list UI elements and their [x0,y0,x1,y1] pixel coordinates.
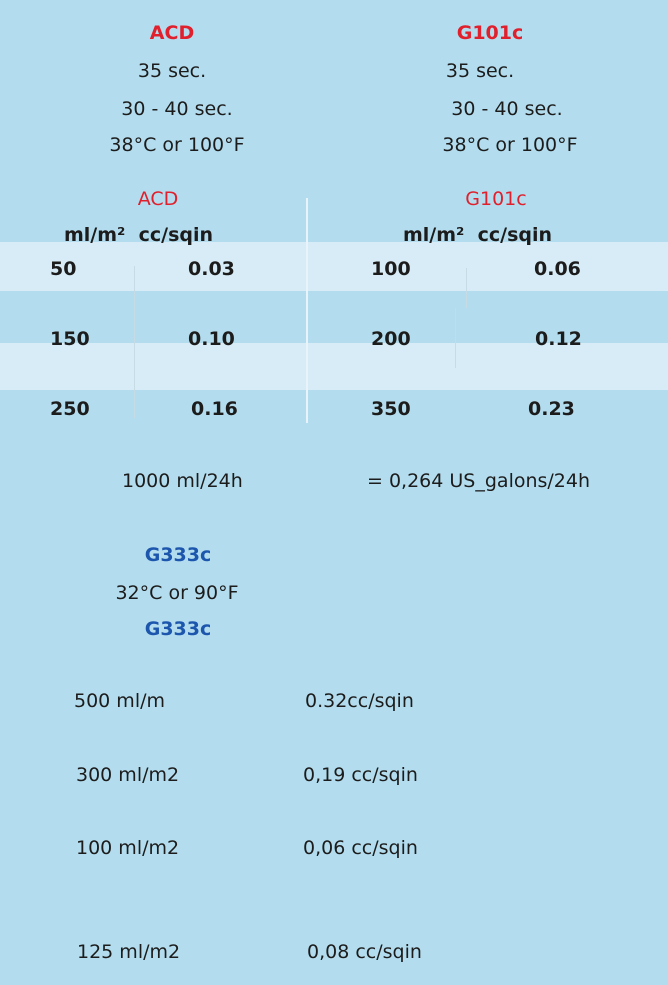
column-divider [455,308,456,368]
right-temp: 38°C or 100°F [442,134,578,156]
g333-cc: 0,08 cc/sqin [307,941,422,963]
g333-cc: 0.32cc/sqin [305,690,414,712]
g333-ml: 500 ml/m [74,690,166,712]
column-divider [134,266,135,418]
table-left-label: ACD [137,188,179,210]
g333-ml: 125 ml/m2 [77,941,181,963]
table-cell: 150 [50,328,90,350]
table-cell: 250 [50,398,90,420]
conversion-left: 1000 ml/24h [122,470,243,492]
table-cell: 50 [50,258,77,280]
table-cell: 350 [371,398,411,420]
table-cell: 0.06 [534,258,581,280]
g333-ml: 300 ml/m2 [76,764,180,786]
column-divider [466,268,467,308]
table-cell: 200 [371,328,411,350]
table-cell: 0.16 [191,398,238,420]
table-right-units: ml/m² cc/sqin [403,224,553,246]
g333-cc: 0,06 cc/sqin [303,837,418,859]
right-range: 30 - 40 sec. [451,98,563,120]
left-title: ACD [149,22,195,44]
left-temp: 38°C or 100°F [109,134,245,156]
table-cell: 0.23 [528,398,575,420]
table-row-band [0,343,668,390]
right-title: G101c [456,22,524,44]
g333-temp: 32°C or 90°F [115,582,239,604]
left-range: 30 - 40 sec. [121,98,233,120]
table-cell: 100 [371,258,411,280]
g333-cc: 0,19 cc/sqin [303,764,418,786]
table-row-band [0,242,668,291]
table-cell: 0.03 [188,258,235,280]
table-right-label: G101c [465,188,527,210]
g333-title: G333c [144,544,212,566]
g333-ml: 100 ml/m2 [76,837,180,859]
table-cell: 0.10 [188,328,235,350]
table-cell: 0.12 [535,328,582,350]
g333-title-2: G333c [144,618,212,640]
right-time: 35 sec. [445,60,515,82]
table-divider [306,198,308,423]
left-time: 35 sec. [137,60,207,82]
table-left-units: ml/m² cc/sqin [64,224,214,246]
conversion-right: = 0,264 US_galons/24h [367,470,591,492]
